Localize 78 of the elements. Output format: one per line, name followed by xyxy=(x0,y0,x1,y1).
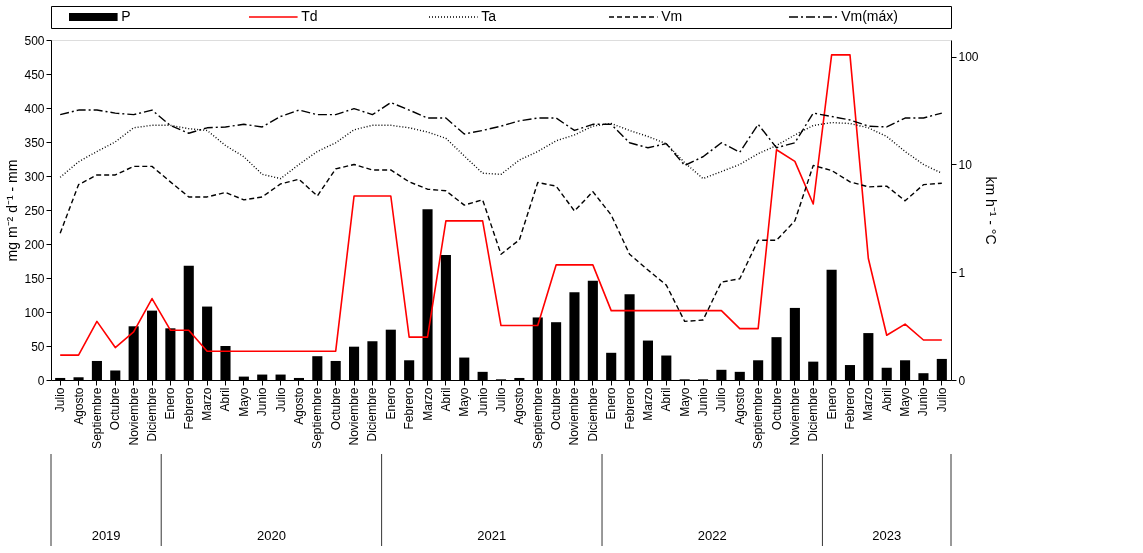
x-tick-label: Junio xyxy=(475,387,490,417)
x-tick-label: Enero xyxy=(824,387,839,420)
x-tick-label: Septiembre xyxy=(310,387,325,449)
x-tick-label: Marzo xyxy=(200,387,215,421)
x-tick-label: Julio xyxy=(714,387,729,413)
x-tick-label: Enero xyxy=(604,387,619,420)
x-tick-label: Mayo xyxy=(457,387,472,417)
y2-axis-title: km h⁻¹ - °C xyxy=(982,176,999,245)
x-tick-label: Septiembre xyxy=(530,387,545,449)
x-tick-label: Mayo xyxy=(236,387,251,417)
x-tick-label: Noviembre xyxy=(567,387,582,446)
y2-tick-label: 10 xyxy=(958,157,973,172)
x-tick-label: Diciembre xyxy=(145,387,160,442)
y-tick-label: 100 xyxy=(24,305,45,320)
x-tick-label: Febrero xyxy=(402,387,417,430)
x-tick-label: Abril xyxy=(659,387,674,412)
x-tick-label: Febrero xyxy=(622,387,637,430)
y-tick-label: 0 xyxy=(37,373,45,388)
y-tick-label: 400 xyxy=(24,101,45,116)
x-tick-label: Mayo xyxy=(677,387,692,417)
text: 2021 xyxy=(477,528,507,543)
x-tick-label: Diciembre xyxy=(585,387,600,442)
x-tick-label: Enero xyxy=(383,387,398,420)
x-tick-label: Agosto xyxy=(732,387,747,425)
x-tick-label: Agosto xyxy=(71,387,86,425)
x-tick-label: Diciembre xyxy=(806,387,821,442)
x-tick-label: Septiembre xyxy=(89,387,104,449)
x-tick-label: Marzo xyxy=(420,387,435,421)
y2-tick-label: 0 xyxy=(958,373,966,388)
legend-label: Td xyxy=(301,8,318,24)
x-tick-label: Abril xyxy=(879,387,894,412)
x-tick-label: Febrero xyxy=(842,387,857,430)
y-tick-label: 250 xyxy=(24,203,45,218)
x-tick-label: Junio xyxy=(916,387,931,417)
x-tick-label: Junio xyxy=(696,387,711,417)
y-tick-label: 350 xyxy=(24,135,45,150)
x-tick-label: Octubre xyxy=(328,387,343,431)
x-tick-label: Febrero xyxy=(181,387,196,430)
y-tick-label: 500 xyxy=(24,33,45,48)
x-tick-label: Marzo xyxy=(640,387,655,421)
y-tick-label: 50 xyxy=(31,339,45,354)
x-tick-label: Julio xyxy=(53,387,68,413)
line-series xyxy=(59,163,943,323)
x-tick-label: Julio xyxy=(934,387,949,413)
x-tick-label: Noviembre xyxy=(126,387,141,446)
y-axis-title: mg m⁻² d⁻¹ - mm xyxy=(4,159,21,262)
x-tick-label: Marzo xyxy=(861,387,876,421)
x-tick-label: Junio xyxy=(255,387,270,417)
x-tick-label: Diciembre xyxy=(365,387,380,442)
line-series xyxy=(59,54,943,356)
text: 2019 xyxy=(91,528,121,543)
x-tick-label: Abril xyxy=(438,387,453,412)
y-tick-label: 300 xyxy=(24,169,45,184)
x-tick-label: Noviembre xyxy=(787,387,802,446)
x-tick-label: Agosto xyxy=(512,387,527,425)
text: 2023 xyxy=(872,528,902,543)
legend-label: P xyxy=(121,8,131,24)
x-tick-label: Noviembre xyxy=(347,387,362,446)
x-tick-label: Agosto xyxy=(291,387,306,425)
x-tick-label: Abril xyxy=(218,387,233,412)
legend-label: Vm(máx) xyxy=(841,8,898,24)
x-tick-label: Septiembre xyxy=(751,387,766,449)
x-tick-label: Julio xyxy=(494,387,508,413)
y-tick-label: 450 xyxy=(24,67,45,82)
legend-label: Vm xyxy=(661,8,683,24)
y2-tick-label: 1 xyxy=(958,265,966,280)
legend-label: Ta xyxy=(481,8,497,24)
x-tick-label: Julio xyxy=(273,387,288,413)
y-tick-label: 200 xyxy=(24,237,45,252)
x-tick-label: Enero xyxy=(163,387,178,420)
text: 2022 xyxy=(697,528,727,543)
x-tick-label: Octubre xyxy=(108,387,123,431)
y-tick-label: 150 xyxy=(24,271,45,286)
x-tick-label: Mayo xyxy=(898,387,913,417)
y2-tick-label: 100 xyxy=(958,50,979,65)
x-tick-label: Octubre xyxy=(769,387,784,431)
x-tick-label: Octubre xyxy=(549,387,564,431)
text: 2020 xyxy=(256,528,286,543)
